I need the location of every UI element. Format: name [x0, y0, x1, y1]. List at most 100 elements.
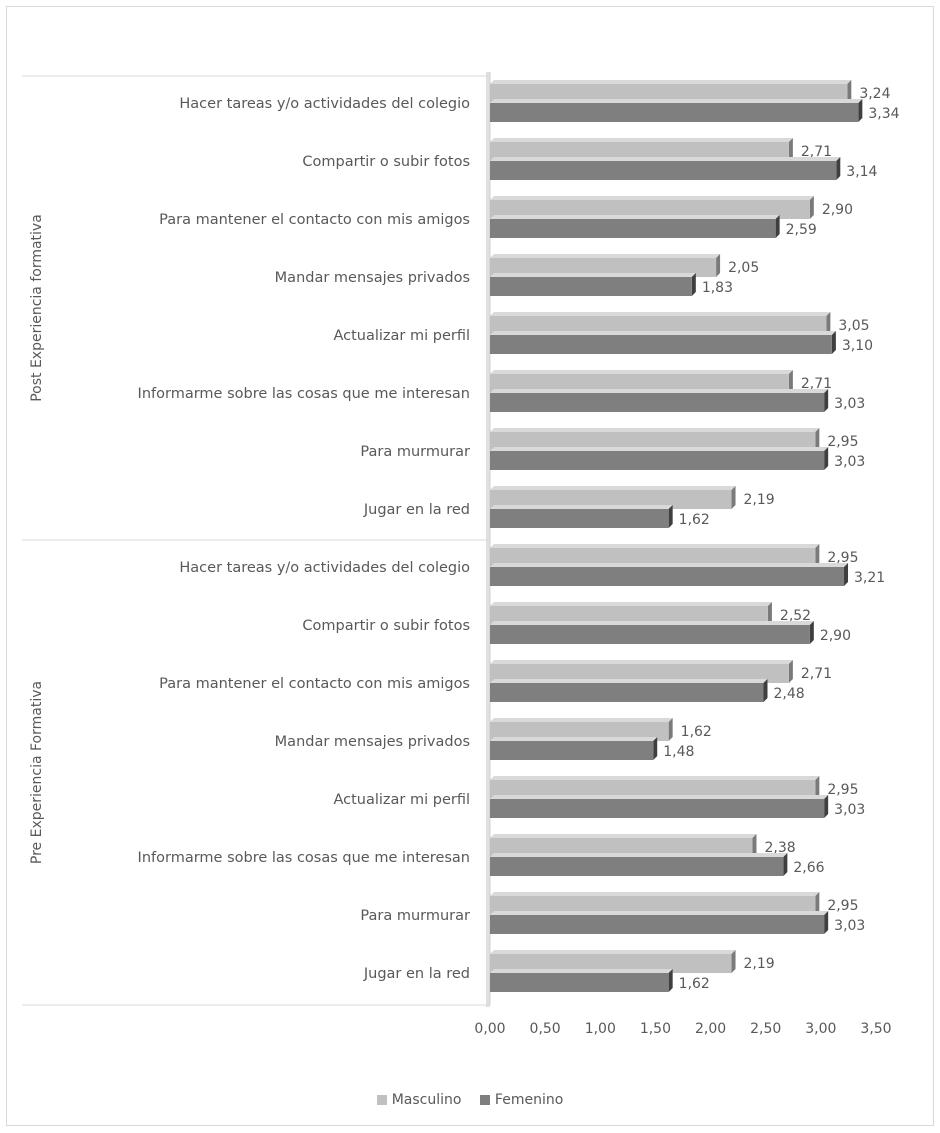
bar-masculino-top	[490, 834, 757, 838]
legend-label-masculino: Masculino	[391, 1092, 462, 1108]
bar-femenino-top	[490, 215, 780, 219]
bar-masculino-top	[490, 544, 820, 548]
category-label: Mandar mensajes privados	[275, 270, 470, 286]
x-tick-label: 3,00	[805, 1021, 836, 1037]
x-tick-label: 3,50	[860, 1021, 891, 1037]
bar-femenino	[490, 683, 764, 702]
bar-masculino-side	[826, 312, 831, 335]
category-label: Hacer tareas y/o actividades del colegio	[179, 96, 470, 112]
data-label-femenino: 3,03	[834, 802, 865, 818]
data-label-masculino: 2,71	[801, 144, 832, 160]
legend-item-femenino: Femenino	[479, 1092, 563, 1108]
bar-femenino	[490, 277, 692, 296]
bar-femenino-top	[490, 563, 849, 567]
bar-femenino-side	[783, 853, 788, 876]
bar-femenino	[490, 973, 669, 992]
bar-masculino	[490, 664, 789, 683]
bar-masculino	[490, 84, 848, 103]
data-label-femenino: 2,90	[820, 628, 851, 644]
bar-femenino	[490, 393, 825, 412]
data-label-masculino: 2,71	[801, 376, 832, 392]
category-label: Para mantener el contacto con mis amigos	[159, 676, 470, 692]
bar-femenino-top	[490, 853, 788, 857]
bar-femenino	[490, 335, 832, 354]
bar-femenino	[490, 567, 845, 586]
legend-swatch-masculino	[376, 1095, 387, 1105]
category-label: Para mantener el contacto con mis amigos	[159, 212, 470, 228]
data-label-masculino: 2,95	[827, 550, 858, 566]
data-label-masculino: 2,90	[822, 202, 853, 218]
bar-femenino-side	[844, 563, 849, 586]
bar-femenino	[490, 741, 654, 760]
category-label: Hacer tareas y/o actividades del colegio	[179, 560, 470, 576]
bar-masculino-side	[815, 428, 820, 451]
bar-masculino-top	[490, 718, 673, 722]
bar-masculino-side	[716, 254, 721, 277]
x-tick-label: 2,00	[695, 1021, 726, 1037]
data-label-masculino: 3,24	[859, 86, 890, 102]
bar-femenino-side	[824, 795, 829, 818]
bar-masculino-side	[815, 776, 820, 799]
category-label: Compartir o subir fotos	[302, 154, 470, 170]
category-label: Actualizar mi perfil	[333, 328, 470, 344]
data-label-femenino: 3,10	[842, 338, 873, 354]
data-label-femenino: 1,62	[679, 976, 710, 992]
bar-masculino-side	[809, 196, 814, 219]
legend-swatch-femenino	[479, 1095, 490, 1105]
bar-masculino-side	[767, 602, 772, 625]
bar-masculino-side	[731, 486, 736, 509]
bar-femenino-side	[653, 737, 658, 760]
bar-femenino-top	[490, 737, 658, 741]
bar-femenino-side	[831, 331, 836, 354]
bar-femenino-top	[490, 99, 863, 103]
bar-femenino	[490, 103, 859, 122]
bar-femenino	[490, 799, 825, 818]
bar-femenino-side	[809, 621, 814, 644]
bar-masculino	[490, 374, 789, 393]
bar-masculino	[490, 954, 732, 973]
bar-femenino-side	[824, 447, 829, 470]
data-label-masculino: 2,95	[827, 782, 858, 798]
bar-masculino-side	[731, 950, 736, 973]
bar-masculino-top	[490, 602, 772, 606]
data-label-femenino: 1,83	[702, 280, 733, 296]
bar-femenino-side	[858, 99, 863, 122]
bar-masculino-side	[788, 138, 793, 161]
category-label: Informarme sobre las cosas que me intere…	[138, 850, 470, 866]
category-label: Compartir o subir fotos	[302, 618, 470, 634]
bar-femenino-top	[490, 621, 814, 625]
bar-masculino	[490, 432, 816, 451]
bar-masculino-top	[490, 370, 793, 374]
bar-femenino-top	[490, 969, 673, 973]
bar-masculino-side	[788, 660, 793, 683]
data-label-masculino: 2,19	[744, 492, 775, 508]
bar-femenino-side	[668, 505, 673, 528]
data-label-femenino: 3,34	[868, 106, 899, 122]
bar-femenino	[490, 915, 825, 934]
bar-masculino-side	[815, 892, 820, 915]
x-tick-label: 2,50	[750, 1021, 781, 1037]
bar-masculino-top	[490, 892, 820, 896]
bar-femenino	[490, 161, 837, 180]
data-label-masculino: 2,95	[827, 898, 858, 914]
data-label-masculino: 2,38	[764, 840, 795, 856]
data-label-femenino: 2,59	[786, 222, 817, 238]
bar-masculino-top	[490, 196, 814, 200]
bar-femenino	[490, 857, 784, 876]
legend-item-masculino: Masculino	[376, 1092, 462, 1108]
bar-femenino-side	[836, 157, 841, 180]
x-tick-label: 1,50	[640, 1021, 671, 1037]
bar-masculino-top	[490, 80, 852, 84]
bar-femenino-side	[824, 389, 829, 412]
data-label-masculino: 2,19	[744, 956, 775, 972]
legend: Masculino Femenino	[0, 1092, 940, 1109]
category-label: Actualizar mi perfil	[333, 792, 470, 808]
bar-masculino-top	[490, 950, 736, 954]
bar-femenino-top	[490, 505, 673, 509]
bar-masculino	[490, 548, 816, 567]
data-label-femenino: 2,48	[774, 686, 805, 702]
bar-masculino-top	[490, 428, 820, 432]
bar-masculino	[490, 142, 789, 161]
bar-masculino-side	[668, 718, 673, 741]
